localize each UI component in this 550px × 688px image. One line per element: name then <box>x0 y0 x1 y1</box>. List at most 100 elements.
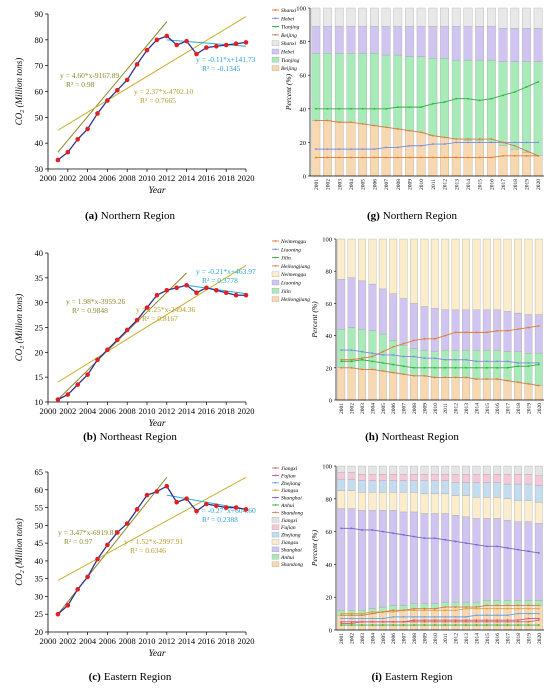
emission-point <box>164 287 170 293</box>
x-tick-label: 2020 <box>537 403 543 414</box>
share-point <box>475 606 478 608</box>
bar-segment <box>323 53 332 121</box>
bar-segment <box>347 478 356 491</box>
x-tick-label: 2015 <box>485 403 491 414</box>
share-point <box>392 615 395 618</box>
legend-label: Zhejiang <box>281 533 301 539</box>
share-point <box>475 360 478 363</box>
share-point <box>338 148 341 151</box>
bar-segment <box>368 465 377 475</box>
legend-label: Shandong <box>281 562 303 568</box>
bar-segment <box>358 329 366 370</box>
bar-segment <box>482 474 491 483</box>
bar-segment <box>440 7 449 27</box>
share-point <box>485 604 488 607</box>
share-point <box>525 141 528 144</box>
y-axis-title: CO2 (Million tons) <box>14 294 26 362</box>
bar-segment <box>420 493 429 514</box>
legend-label: Jiangsu <box>281 540 298 546</box>
share-point <box>506 620 509 623</box>
share-point <box>340 622 343 625</box>
legend-box-swatch <box>271 524 280 530</box>
legend-box-swatch <box>271 296 280 302</box>
bar-segment <box>524 465 533 475</box>
share-point <box>506 619 509 622</box>
share-point <box>490 138 493 140</box>
bar-segment <box>524 500 533 522</box>
x-tick-label: 2016 <box>495 633 501 644</box>
bar-segment <box>463 26 473 61</box>
x-tick-label: 2000 <box>40 406 57 416</box>
x-tick-label: 2004 <box>370 633 376 644</box>
y-tick-label: 25 <box>35 323 44 333</box>
bar-segment <box>472 238 481 310</box>
legend-box-swatch <box>271 531 280 538</box>
emission-point <box>144 492 150 498</box>
share-point <box>392 611 395 613</box>
share-point <box>517 619 519 622</box>
bar-segment <box>410 492 418 513</box>
bar-segment <box>405 130 414 177</box>
fit-equation-pre: y = 3.47*x-6919.81 <box>58 528 117 537</box>
x-tick-label: 2005 <box>381 403 387 414</box>
emission-point <box>184 38 189 44</box>
bar-segment <box>368 474 377 481</box>
bar-segment <box>430 351 439 378</box>
emission-point <box>95 111 100 116</box>
share-point <box>485 378 488 380</box>
share-point <box>537 362 540 364</box>
bar-segment <box>428 135 438 177</box>
bar-segment <box>410 480 418 493</box>
share-point <box>413 535 415 538</box>
x-tick-label: 2018 <box>513 179 519 190</box>
emission-point <box>65 392 71 397</box>
x-tick-label: 2020 <box>238 406 255 416</box>
share-point <box>517 548 519 551</box>
share-point <box>431 143 434 145</box>
x-tick-label: 2017 <box>506 633 512 644</box>
share-point <box>502 94 504 97</box>
x-tick-label: 2011 <box>443 633 449 644</box>
x-tick-label: 2010 <box>139 173 156 183</box>
emission-point <box>204 285 209 291</box>
bar-segment <box>534 385 543 401</box>
bar-segment <box>378 474 387 481</box>
legend-marker <box>274 34 277 36</box>
emission-point <box>144 47 150 53</box>
x-tick-label: 2012 <box>443 179 449 190</box>
caption-i: (i) Eastern Region <box>372 671 453 683</box>
bar-segment <box>399 511 408 606</box>
bar-segment <box>451 515 460 603</box>
bar-segment <box>441 349 450 378</box>
share-point <box>413 619 415 622</box>
bar-segment <box>503 519 512 601</box>
fit-equation-overall: y = 2.37*x-4702.10 <box>134 87 193 96</box>
bar-segment <box>416 132 426 177</box>
share-point <box>506 547 509 549</box>
legend-marker <box>274 265 277 267</box>
share-point <box>326 107 329 110</box>
x-tick-label: 2007 <box>402 403 408 414</box>
bar-segment <box>451 482 460 496</box>
share-point <box>467 97 469 100</box>
share-point <box>340 358 343 361</box>
bar-segment <box>358 465 366 475</box>
share-point <box>420 106 423 109</box>
bar-segment <box>311 26 321 54</box>
share-point <box>465 606 467 608</box>
bar-segment <box>451 377 460 401</box>
share-point <box>527 550 530 553</box>
share-point <box>496 619 499 622</box>
share-point <box>361 350 363 353</box>
bar-segment <box>472 474 481 483</box>
bar-segment <box>381 127 391 177</box>
emission-point <box>144 305 150 310</box>
share-point <box>527 383 530 385</box>
share-point <box>454 366 457 369</box>
bar-segment <box>358 369 366 401</box>
legend-label: Shanxi <box>281 8 296 14</box>
bar-segment <box>514 382 522 401</box>
x-tick-label: 2015 <box>485 633 491 644</box>
share-point <box>361 358 363 361</box>
